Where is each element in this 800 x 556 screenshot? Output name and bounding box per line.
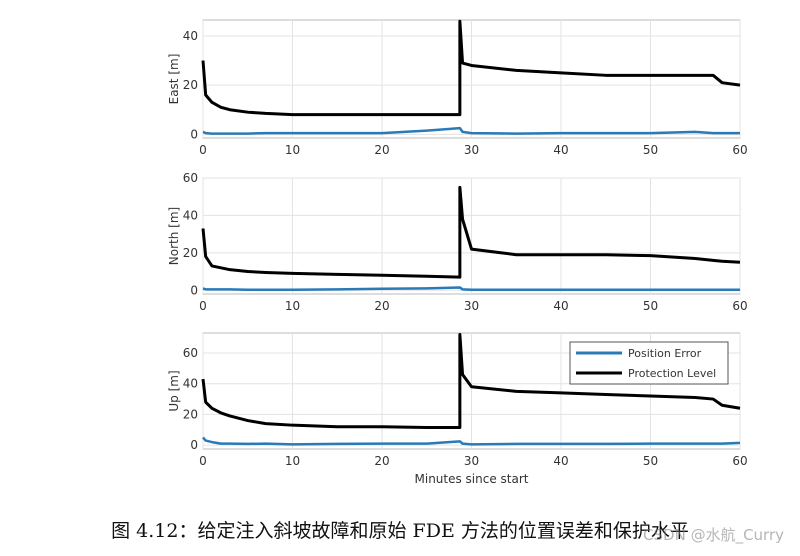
x-tick-label: 10: [285, 299, 300, 313]
legend-label: Position Error: [628, 347, 702, 360]
y-tick-label: 40: [183, 208, 198, 222]
y-tick-label: 20: [183, 407, 198, 421]
x-tick-label: 50: [643, 299, 658, 313]
y-tick-label: 0: [190, 438, 198, 452]
x-tick-label: 20: [374, 454, 389, 468]
y-tick-label: 0: [190, 127, 198, 141]
watermark: CSDN @水航_Curry: [643, 526, 784, 544]
x-tick-label: 60: [732, 143, 747, 157]
y-tick-label: 40: [183, 377, 198, 391]
series-line: [201, 185, 741, 279]
series-line: [202, 126, 740, 135]
x-tick-label: 50: [643, 143, 658, 157]
series-line: [202, 436, 741, 446]
x-tick-label: 50: [643, 454, 658, 468]
legend-label: Protection Level: [628, 367, 716, 380]
y-tick-label: 60: [183, 171, 198, 185]
x-tick-label: 30: [464, 299, 479, 313]
y-tick-label: 40: [183, 29, 198, 43]
y-tick-label: 0: [190, 283, 198, 297]
x-tick-label: 40: [553, 143, 568, 157]
x-tick-label: 40: [553, 454, 568, 468]
series-line: [201, 19, 741, 117]
x-tick-label: 0: [199, 299, 207, 313]
x-tick-label: 10: [285, 143, 300, 157]
caption: 图 4.12：给定注入斜坡故障和原始 FDE 方法的位置误差和保护水平: [111, 520, 689, 542]
y-tick-label: 20: [183, 246, 198, 260]
x-tick-label: 40: [553, 299, 568, 313]
y-tick-label: 60: [183, 346, 198, 360]
x-tick-label: 0: [199, 454, 207, 468]
x-tick-label: 30: [464, 454, 479, 468]
x-tick-label: 10: [285, 454, 300, 468]
x-tick-label: 20: [374, 143, 389, 157]
series-line: [201, 333, 741, 429]
x-tick-label: 30: [464, 143, 479, 157]
y-axis-label: Up [m]: [167, 370, 181, 411]
x-tick-label: 0: [199, 143, 207, 157]
y-axis-label: North [m]: [167, 207, 181, 265]
x-tick-label: 60: [732, 454, 747, 468]
y-tick-label: 20: [183, 78, 198, 92]
x-tick-label: 20: [374, 299, 389, 313]
legend-box: [569, 341, 729, 385]
x-axis-label: Minutes since start: [415, 472, 529, 486]
series-line: [202, 286, 740, 291]
y-axis-label: East [m]: [167, 54, 181, 105]
x-tick-label: 60: [732, 299, 747, 313]
